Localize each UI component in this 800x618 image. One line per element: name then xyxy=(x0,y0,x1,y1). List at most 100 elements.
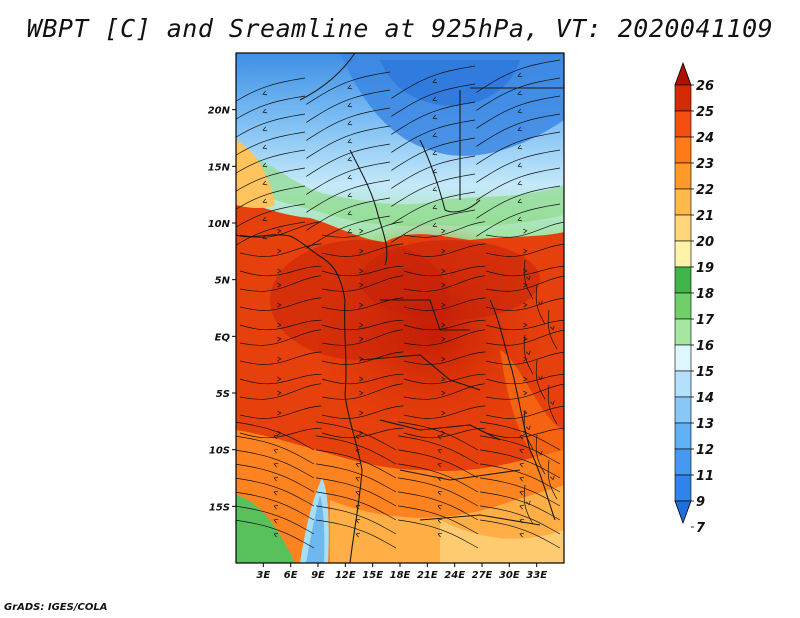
streamline-arrow xyxy=(538,450,543,456)
streamline-arrow xyxy=(277,322,282,328)
streamline xyxy=(485,297,564,311)
colorbar-segment xyxy=(674,292,692,320)
streamline xyxy=(306,215,391,249)
streamline-arrow xyxy=(355,532,361,538)
streamline-arrow xyxy=(519,518,525,524)
streamline xyxy=(321,427,404,439)
streamline-arrow xyxy=(519,448,525,454)
streamline-arrow xyxy=(359,248,364,254)
streamline xyxy=(236,491,315,521)
colorbar-label: 22 xyxy=(696,183,714,198)
streamline xyxy=(316,449,397,479)
colorbar-label: 11 xyxy=(696,469,714,484)
streamline-arrow xyxy=(355,518,361,524)
streamline-arrow xyxy=(523,228,528,234)
colorbar-label: 7 xyxy=(696,521,706,536)
streamline xyxy=(480,491,561,521)
streamline xyxy=(485,383,564,400)
streamline xyxy=(391,191,476,225)
streamline-arrow xyxy=(359,282,364,288)
streamline xyxy=(321,275,404,292)
streamline xyxy=(391,155,476,189)
colorbar-segment xyxy=(674,110,692,138)
streamline-arrow xyxy=(273,476,279,482)
streamline xyxy=(239,351,322,365)
streamline-arrow xyxy=(432,168,438,174)
streamline-arrow xyxy=(277,302,282,308)
streamline-arrow xyxy=(347,174,353,180)
lon-tick-label: 9E xyxy=(311,570,325,581)
colorbar-bottom-arrow xyxy=(674,500,692,525)
streamline xyxy=(391,101,476,135)
streamline xyxy=(523,259,534,300)
streamline xyxy=(403,383,486,400)
streamline xyxy=(403,221,486,238)
colorbar-segment xyxy=(674,396,692,424)
streamline-arrow xyxy=(519,434,525,440)
streamline-arrow xyxy=(262,234,268,240)
streamline-arrow xyxy=(347,192,353,198)
streamline xyxy=(391,65,476,99)
streamline-arrow xyxy=(432,204,438,210)
lon-tick-label: 24E xyxy=(444,570,465,581)
streamline-arrow xyxy=(519,462,525,468)
streamline xyxy=(398,449,479,479)
streamline xyxy=(239,243,322,257)
streamline-arrow xyxy=(262,216,268,222)
streamline xyxy=(236,505,315,535)
streamline-arrow xyxy=(517,162,523,168)
colorbar-segment xyxy=(674,344,692,372)
streamline xyxy=(236,149,306,174)
streamline-arrow xyxy=(355,434,361,440)
latitude-ticks: 20N 15N 10N 5N EQ 5S 10S 15S xyxy=(208,106,236,513)
streamline xyxy=(306,89,391,123)
lat-tick-label: 20N xyxy=(208,106,231,117)
streamline-arrow xyxy=(277,268,282,274)
streamline-arrow xyxy=(523,302,528,308)
streamline-arrow xyxy=(432,150,438,156)
colorbar-label: 25 xyxy=(696,105,714,120)
lon-tick-label: 3E xyxy=(256,570,270,581)
streamline xyxy=(236,185,306,210)
streamline-arrow xyxy=(517,180,523,186)
streamline xyxy=(236,167,306,192)
page-title: WBPT [C] and Sreamline at 925hPa, VT: 20… xyxy=(26,14,774,43)
lat-tick-label: 15S xyxy=(209,502,230,513)
streamline xyxy=(321,319,404,331)
streamline xyxy=(236,113,306,138)
colorbar-segment xyxy=(674,240,692,268)
streamline-arrow xyxy=(523,282,528,288)
streamline xyxy=(476,185,561,219)
streamline xyxy=(236,95,306,120)
streamline xyxy=(236,203,306,228)
streamline-arrow xyxy=(277,228,282,234)
streamline xyxy=(403,297,486,311)
streamline-arrow xyxy=(550,325,555,331)
streamline xyxy=(316,491,397,521)
streamline xyxy=(316,477,397,507)
streamline-arrow xyxy=(262,90,268,96)
streamline-arrow xyxy=(526,350,531,356)
colorbar-segment xyxy=(674,422,692,450)
streamline-arrow xyxy=(517,198,523,204)
streamline-arrow xyxy=(519,504,525,510)
streamline xyxy=(403,351,486,365)
streamline xyxy=(239,373,322,385)
lon-tick-label: 21E xyxy=(417,570,438,581)
streamline-arrow xyxy=(523,248,528,254)
streamline-arrow xyxy=(262,162,268,168)
streamline xyxy=(476,95,561,129)
streamline xyxy=(480,505,561,535)
streamline xyxy=(547,384,558,425)
streamline-arrow xyxy=(359,228,364,234)
streamline-arrow xyxy=(273,462,279,468)
colorbar-label: 13 xyxy=(696,417,714,432)
streamline xyxy=(236,435,315,465)
streamline-arrow xyxy=(526,425,531,431)
colorbar-label: 21 xyxy=(696,209,714,224)
lon-tick-label: 12E xyxy=(335,570,356,581)
lon-tick-label: 6E xyxy=(284,570,298,581)
streamline xyxy=(239,265,322,277)
streamline-arrow xyxy=(355,476,361,482)
streamline xyxy=(321,373,404,385)
